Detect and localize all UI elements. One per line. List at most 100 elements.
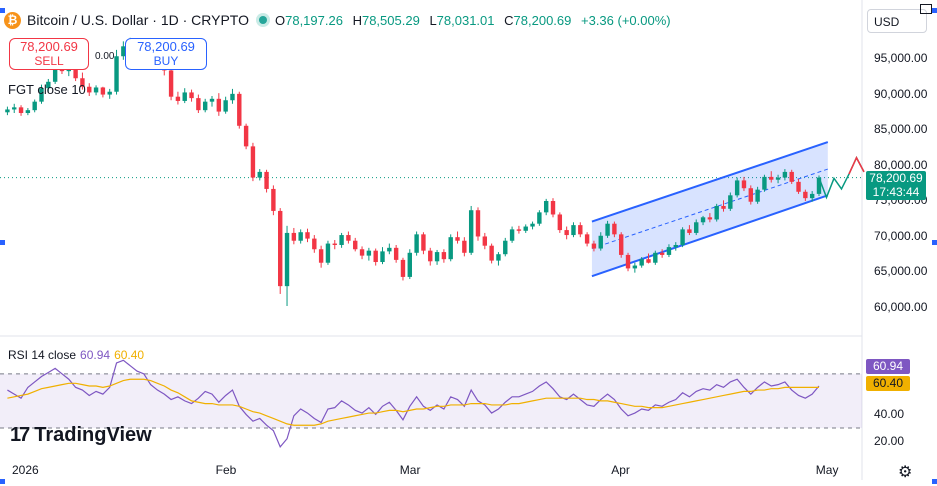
rsi-value-tag: 60.94 xyxy=(866,359,910,374)
fullscreen-icon[interactable] xyxy=(920,4,932,14)
price-tick-label: 90,000.00 xyxy=(874,86,928,101)
candle-body xyxy=(421,234,426,251)
candle xyxy=(80,72,85,90)
symbol-header: ₿ Bitcoin / U.S. Dollar · 1D · CRYPTO O7… xyxy=(4,9,671,31)
candle-body xyxy=(121,46,126,57)
candle xyxy=(496,252,501,266)
candle-body xyxy=(653,252,658,263)
candle xyxy=(107,88,112,99)
candle xyxy=(271,185,276,216)
candle xyxy=(700,215,706,226)
candle-body xyxy=(393,247,399,260)
candle-body xyxy=(782,171,788,178)
selection-handle[interactable] xyxy=(932,240,937,245)
candle xyxy=(339,232,344,248)
candle-body xyxy=(578,225,583,235)
price-tick-label: 70,000.00 xyxy=(874,228,928,243)
currency-selector[interactable]: USD xyxy=(867,9,927,33)
price-tick-label: 80,000.00 xyxy=(874,157,928,172)
rsi-tick-label: 40.00 xyxy=(874,407,905,422)
candle xyxy=(428,247,433,266)
candle xyxy=(414,231,419,256)
candle-body xyxy=(468,210,474,253)
spread-value: 0.00 xyxy=(95,51,115,62)
candle-body xyxy=(175,96,181,101)
price-tick-label: 60,000.00 xyxy=(874,299,928,314)
candle xyxy=(482,232,488,250)
candle-body xyxy=(762,176,767,190)
selection-handle[interactable] xyxy=(0,479,5,484)
candle-body xyxy=(291,232,297,241)
candle-body xyxy=(12,107,17,110)
candle-body xyxy=(100,87,106,95)
candle xyxy=(475,207,481,241)
candle-body xyxy=(700,217,706,223)
candle-body xyxy=(182,92,187,101)
price-change: +3.36 (+0.00%) xyxy=(581,12,671,28)
candle xyxy=(612,221,617,238)
candle xyxy=(564,226,569,240)
candle xyxy=(100,86,106,98)
candle xyxy=(421,232,426,255)
selection-handle[interactable] xyxy=(932,8,937,13)
candle xyxy=(543,198,549,216)
price-tick-label: 85,000.00 xyxy=(874,122,928,137)
candle-body xyxy=(680,229,685,245)
candle-body xyxy=(32,101,37,111)
candle-body xyxy=(543,200,549,213)
buy-button[interactable]: 78,200.69 BUY xyxy=(125,38,207,70)
symbol-title[interactable]: Bitcoin / U.S. Dollar · 1D · CRYPTO xyxy=(27,12,249,28)
tradingview-logo: 17 TradingView xyxy=(10,424,152,446)
candle-body xyxy=(332,243,337,245)
candle xyxy=(380,247,385,265)
last-price-tag: 78,200.69 17:43:44 xyxy=(866,171,926,200)
candle-body xyxy=(46,81,51,89)
candle-body xyxy=(537,212,542,224)
candle xyxy=(182,88,187,104)
indicator-legend[interactable]: FGT close 10 xyxy=(8,82,86,97)
candle xyxy=(605,220,610,238)
selection-handle[interactable] xyxy=(0,8,5,13)
candle xyxy=(393,244,399,263)
candle-body xyxy=(448,237,453,260)
candle xyxy=(332,240,337,250)
candle-body xyxy=(803,191,808,199)
selection-handle[interactable] xyxy=(0,240,5,245)
candle xyxy=(346,231,351,244)
candle xyxy=(5,106,10,116)
candle xyxy=(87,83,92,96)
candle xyxy=(523,224,528,233)
candle-body xyxy=(400,259,406,277)
candle-body xyxy=(339,235,344,245)
candle-body xyxy=(353,240,358,250)
market-status-icon[interactable] xyxy=(258,16,267,24)
settings-gear-icon[interactable]: ⚙ xyxy=(898,464,913,481)
candle xyxy=(93,85,99,96)
candle xyxy=(639,257,644,268)
candle-body xyxy=(414,234,419,253)
rsi-legend[interactable]: RSI 14 close 60.94 60.40 xyxy=(8,348,145,362)
channel-upper-line xyxy=(591,141,829,223)
candle xyxy=(216,93,222,116)
candle xyxy=(312,235,317,253)
candle xyxy=(646,253,651,264)
candle-body xyxy=(632,265,638,269)
candle xyxy=(305,228,310,243)
candle xyxy=(325,240,331,265)
selection-handle[interactable] xyxy=(932,479,937,484)
channel-lower-line xyxy=(591,194,829,278)
candle-body xyxy=(707,217,713,220)
candle-body xyxy=(673,244,678,248)
candle xyxy=(782,169,788,181)
candle xyxy=(591,240,597,252)
candle xyxy=(318,245,324,268)
candle-body xyxy=(564,230,569,236)
time-tick-label: Feb xyxy=(215,463,237,477)
candle xyxy=(619,232,624,258)
candle-body xyxy=(196,98,201,111)
bitcoin-icon[interactable]: ₿ xyxy=(4,11,21,29)
sell-button[interactable]: 78,200.69 SELL xyxy=(9,38,89,70)
candle xyxy=(387,243,392,255)
candle xyxy=(728,192,733,211)
